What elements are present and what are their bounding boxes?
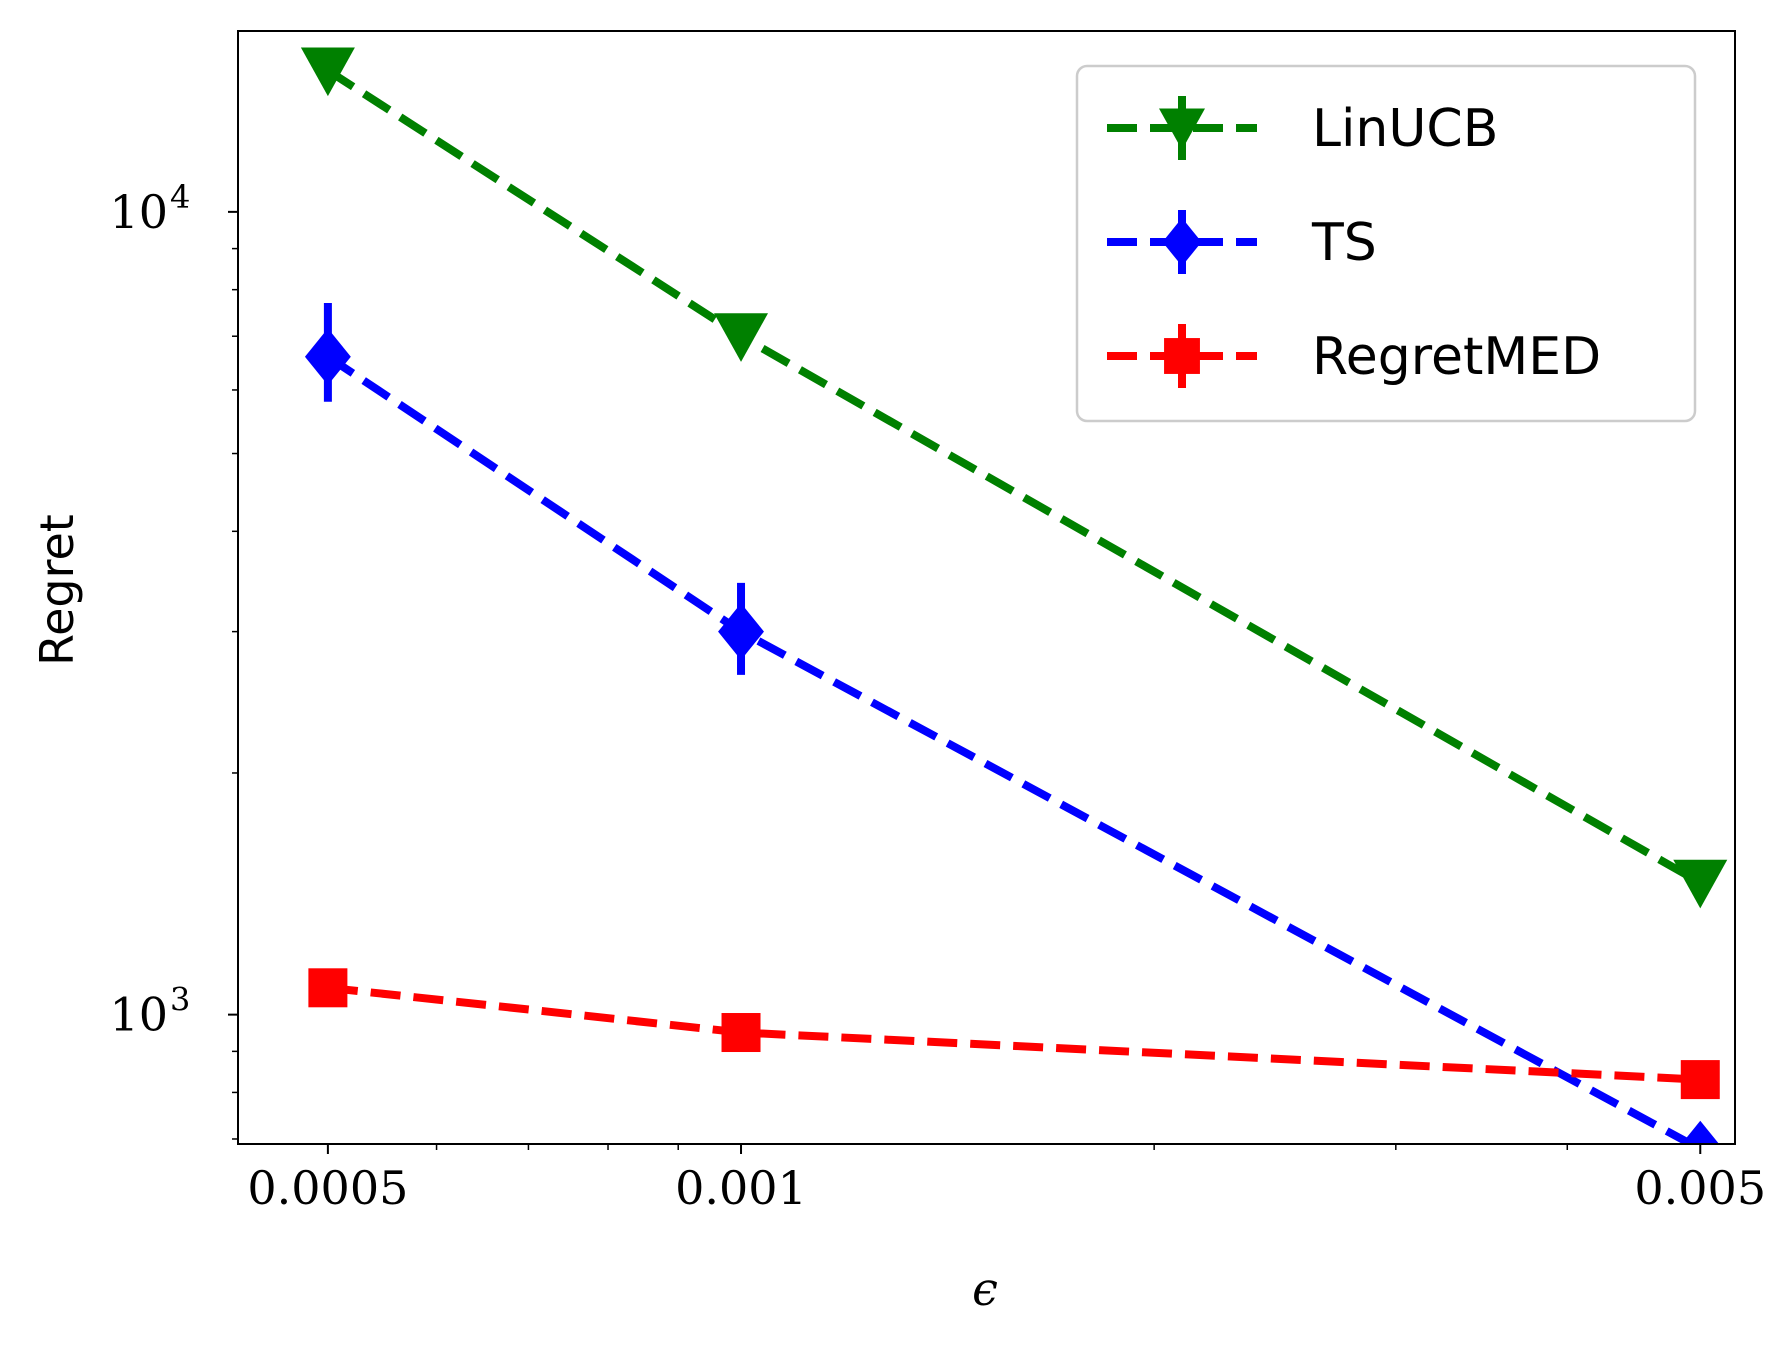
- legend-label: LinUCB: [1312, 99, 1498, 159]
- legend-marker: [1162, 217, 1202, 267]
- legend-box: [1075, 64, 1697, 423]
- y-tick-exponent: 3: [170, 981, 190, 1019]
- series-regretmed: [308, 968, 1720, 1100]
- data-point-ts: [1681, 1120, 1720, 1144]
- data-point-regretmed: [308, 968, 348, 1008]
- y-tick-label: 10: [109, 185, 168, 239]
- legend: LinUCB TS RegretMED: [1075, 64, 1697, 423]
- data-point-linucb: [300, 47, 355, 97]
- plot-frame: [237, 30, 1736, 1145]
- legend-marker: [1164, 338, 1200, 374]
- data-point-regretmed: [721, 1013, 761, 1053]
- legend-label: RegretMED: [1312, 327, 1601, 387]
- legend-entry-regretmed: RegretMED: [1107, 324, 1601, 388]
- series-ts: [304, 302, 1720, 1144]
- legend-marker: [1159, 108, 1205, 150]
- x-tick-label: 0.005: [1634, 1161, 1765, 1215]
- plot-area: [300, 47, 1728, 1144]
- data-point-linucb: [1673, 859, 1728, 909]
- legend-entry-linucb: LinUCB: [1107, 96, 1498, 160]
- data-point-ts: [304, 328, 351, 386]
- y-tick-exponent: 4: [170, 178, 190, 216]
- legend-label: TS: [1311, 213, 1377, 273]
- y-tick-label: 10: [109, 988, 168, 1042]
- x-tick-label: 0.001: [675, 1161, 807, 1215]
- data-point-linucb: [714, 313, 769, 362]
- data-point-ts: [718, 603, 764, 660]
- y-axis-label: Regret: [30, 514, 84, 666]
- data-point-regretmed: [1680, 1060, 1720, 1100]
- series-linucb: [300, 47, 1728, 909]
- legend-entry-ts: TS: [1107, 210, 1377, 274]
- plot-layer: [300, 47, 1728, 1144]
- x-tick-label: 0.0005: [247, 1161, 408, 1215]
- x-axis-label: ϵ: [972, 1262, 998, 1316]
